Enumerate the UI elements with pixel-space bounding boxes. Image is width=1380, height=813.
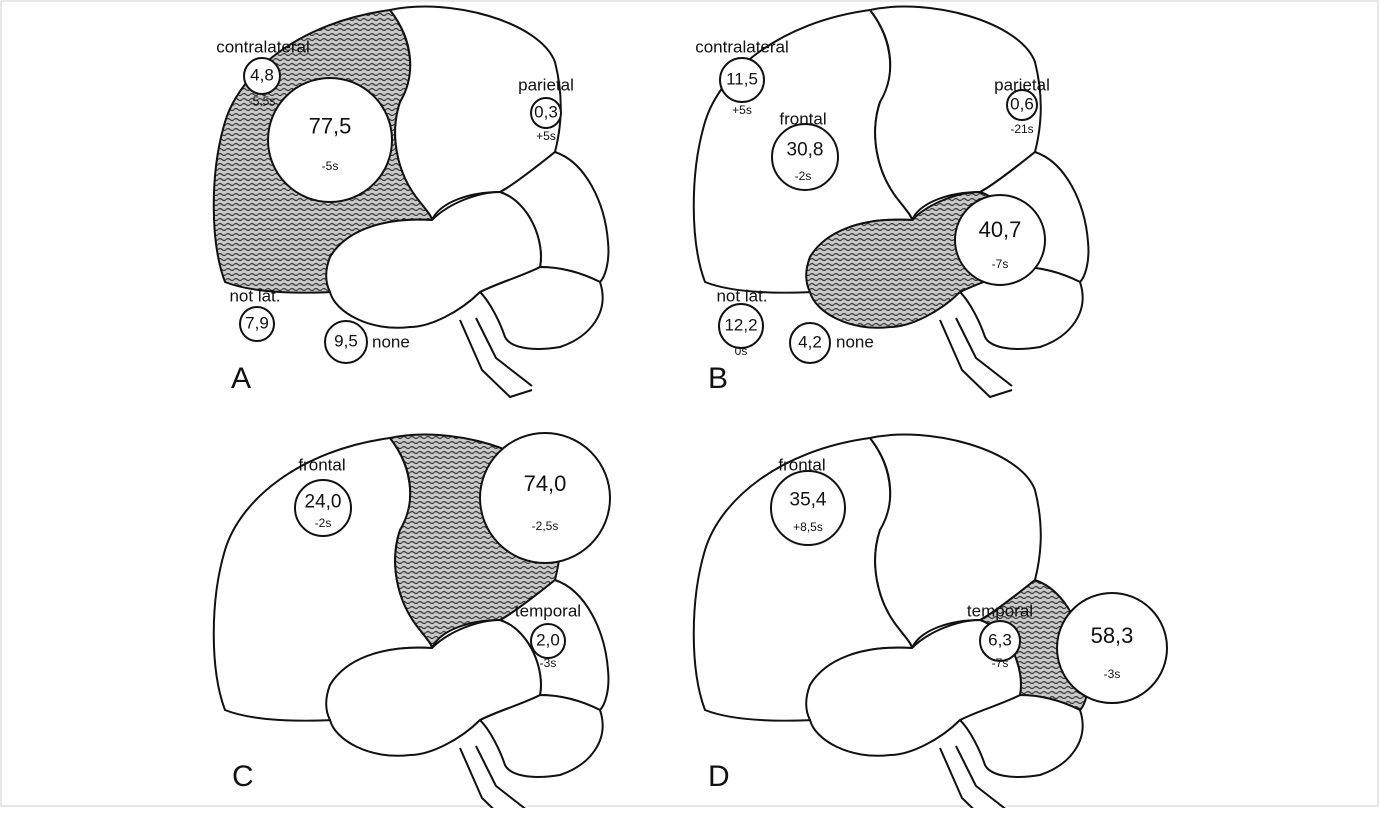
time-label: 0s (735, 344, 748, 358)
value: 0,6 (1010, 94, 1034, 113)
region-label: parietal (994, 75, 1050, 94)
value: 4,2 (798, 332, 822, 351)
region-label: frontal (779, 109, 826, 128)
region-label: not lat. (229, 286, 280, 305)
value: 12,2 (724, 315, 757, 334)
value: 9,5 (334, 331, 358, 350)
value: 6,3 (988, 630, 1012, 649)
value: 30,8 (787, 139, 824, 160)
value: 77,5 (309, 113, 352, 138)
value: 35,4 (790, 490, 827, 511)
time-label: -2,5s (532, 519, 559, 533)
value-circle (1057, 593, 1167, 703)
region-label: temporal (967, 601, 1033, 620)
time-label: -2s (315, 516, 332, 530)
region-label: contralateral (216, 37, 310, 56)
panel-label: D (708, 760, 730, 793)
value-circle (268, 78, 392, 202)
panel-label: B (708, 362, 728, 395)
time-label: -7s (992, 257, 1009, 271)
figure: A 4,8 contralateral -5,5s 77,5 -5s 0,3 parietal… (0, 0, 1380, 808)
region-label: frontal (298, 455, 345, 474)
region-label: parietal (518, 75, 574, 94)
time-label: +5s (732, 103, 752, 117)
time-label: -7s (992, 656, 1009, 670)
region-label: none (836, 332, 874, 351)
value: 74,0 (524, 471, 567, 496)
time-label: -5,5s (249, 94, 276, 108)
time-label: -5s (322, 159, 339, 173)
value: 0,3 (534, 102, 558, 121)
value: 2,0 (536, 630, 560, 649)
value: 40,7 (979, 217, 1022, 242)
value: 4,8 (250, 65, 274, 84)
region-label: temporal (515, 601, 581, 620)
time-label: -21s (1010, 122, 1033, 136)
time-label: +8,5s (793, 520, 823, 534)
value-circle (480, 433, 610, 563)
region-label: contralateral (695, 37, 789, 56)
region-label: not lat. (716, 286, 767, 305)
region-label: none (372, 332, 410, 351)
time-label: -3s (1104, 667, 1121, 681)
time-label: -3s (540, 656, 557, 670)
value: 58,3 (1091, 623, 1134, 648)
region-label: frontal (778, 455, 825, 474)
value: 7,9 (245, 313, 269, 332)
time-label: +5s (536, 129, 556, 143)
value: 24,0 (305, 491, 342, 512)
value: 11,5 (726, 69, 758, 88)
frame (1, 1, 1378, 806)
time-label: -2s (795, 169, 812, 183)
panel-label: A (231, 362, 251, 395)
panel-label: C (232, 760, 254, 793)
